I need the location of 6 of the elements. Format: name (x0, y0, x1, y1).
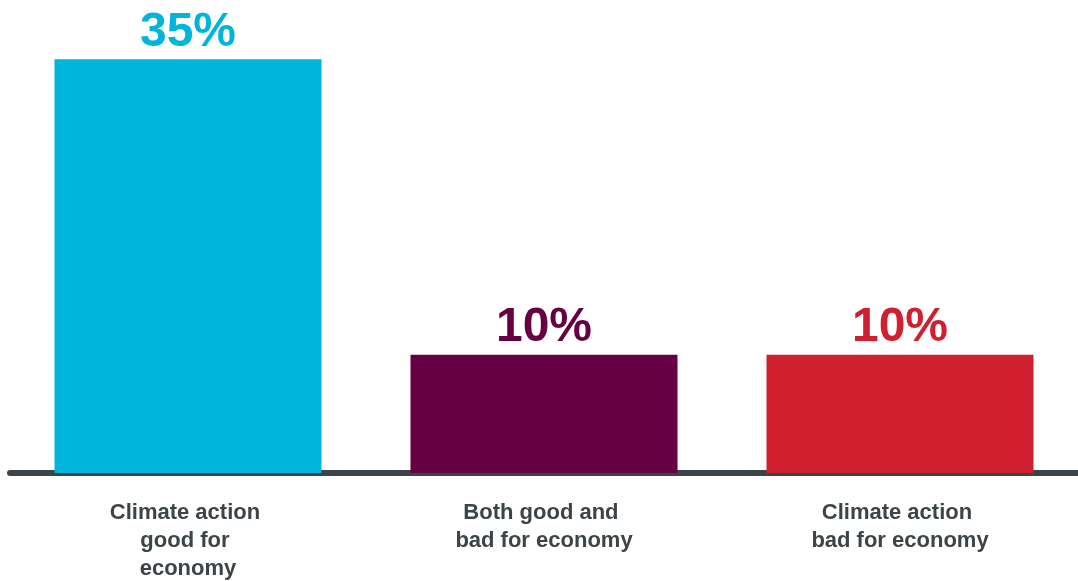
x-tick-label: Both good and bad for economy (455, 498, 634, 552)
data-label: 10% (851, 298, 949, 352)
x-tick-label: Climate action good for economy (109, 498, 267, 580)
data-label: 35% (139, 2, 237, 56)
data-label: 10% (495, 298, 593, 352)
x-tick-label: Climate action bad for economy (811, 498, 990, 552)
